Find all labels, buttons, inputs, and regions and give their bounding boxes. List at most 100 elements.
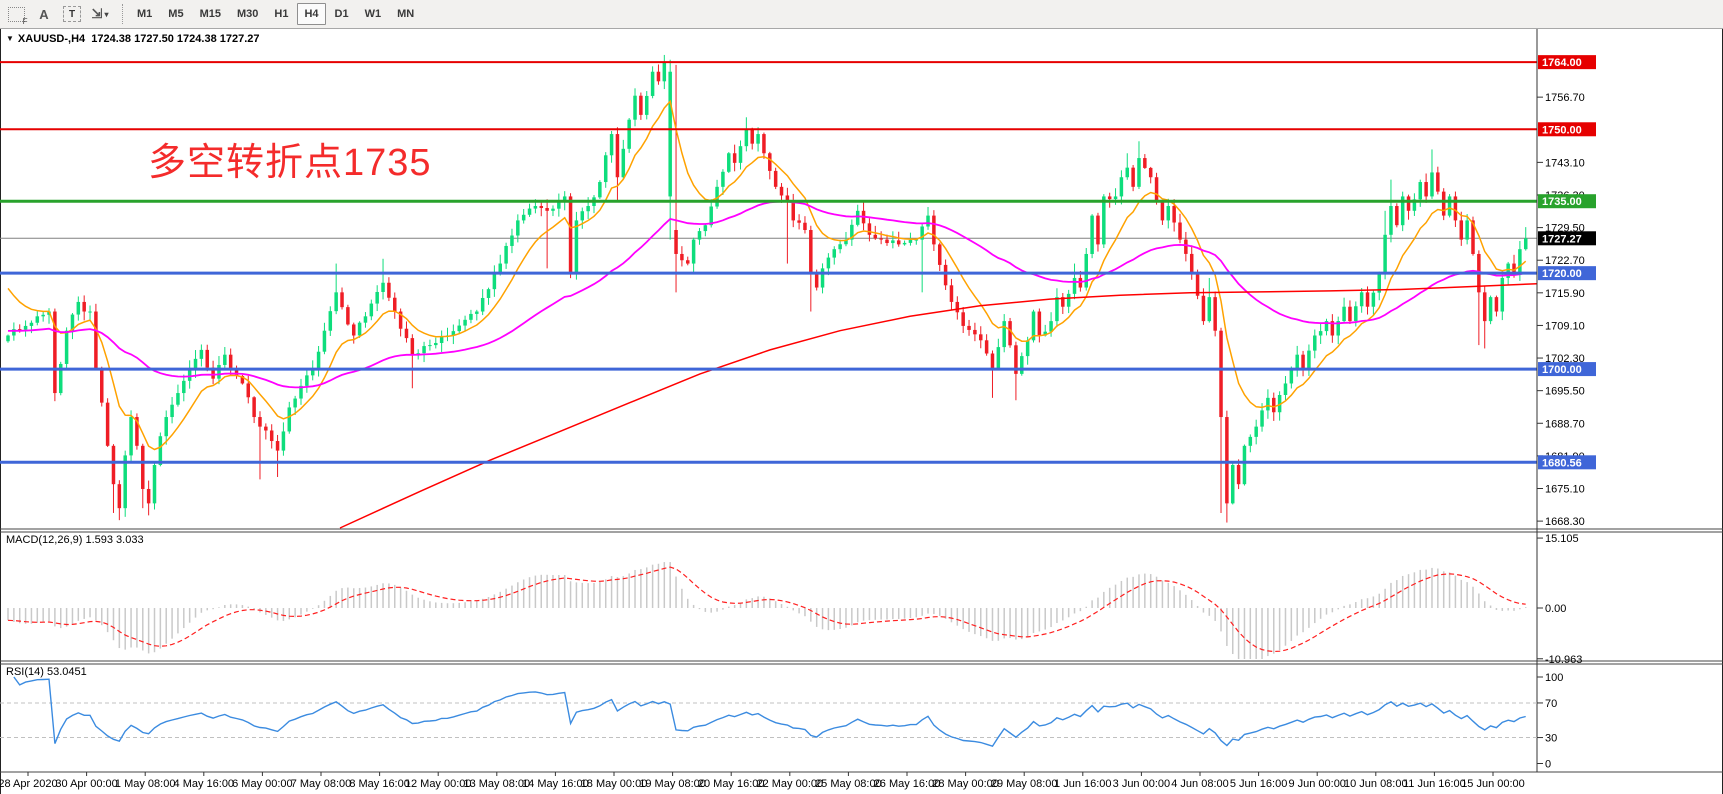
candle-body <box>82 301 86 312</box>
chevron-down-icon[interactable]: ▾ <box>104 9 109 19</box>
candle-body <box>1201 295 1206 322</box>
candle-body <box>240 375 245 384</box>
price-badge <box>1538 455 1596 470</box>
candle-body <box>1500 277 1505 312</box>
candle-body <box>1342 306 1346 322</box>
candle-body <box>1148 167 1153 178</box>
candle-body <box>814 273 819 288</box>
candle-body <box>41 314 45 317</box>
symbol-dropdown-icon[interactable]: ▼ <box>6 34 14 43</box>
candle-body <box>721 171 725 187</box>
macd-indicator-label: MACD(12,26,9) 1.593 3.033 <box>6 534 144 546</box>
candle-body <box>305 375 309 386</box>
candle-body <box>1055 297 1059 322</box>
time-tick-label: 7 May 08:00 <box>291 778 352 790</box>
candle-body <box>691 239 696 264</box>
candle-body <box>996 347 1001 370</box>
price-tick-label: 1722.70 <box>1545 255 1585 267</box>
candle-body <box>961 312 965 326</box>
candle-body <box>1330 321 1335 336</box>
candle-body <box>791 201 795 221</box>
timeframe-button-m1[interactable]: M1 <box>137 8 153 20</box>
candle-body <box>902 242 907 245</box>
candle-body <box>463 319 467 326</box>
candle-body <box>955 301 960 313</box>
timeframe-button-d1[interactable]: D1 <box>334 8 349 20</box>
rsi-tick-label: 100 <box>1545 672 1563 684</box>
candle-body <box>785 195 790 202</box>
candle-body <box>703 225 708 232</box>
candle-body <box>357 322 362 336</box>
time-tick-label: 25 May 08:00 <box>815 778 882 790</box>
price-badge <box>1538 55 1596 70</box>
candle-body <box>1453 196 1458 221</box>
candle-body <box>88 311 92 313</box>
rsi-indicator-label: RSI(14) 53.0451 <box>6 666 87 678</box>
candle-body <box>1248 436 1253 446</box>
candle-body <box>615 134 620 178</box>
candle-body <box>727 153 731 172</box>
text-box-icon[interactable]: T <box>60 3 84 25</box>
candle-body <box>310 369 315 376</box>
time-tick-label: 22 May 00:00 <box>756 778 823 790</box>
candle-body <box>158 436 163 465</box>
candle-body <box>1377 273 1381 293</box>
candle-body <box>1400 196 1405 226</box>
chart-annotation-text: 多空转折点1735 <box>148 142 432 184</box>
candle-body <box>234 369 239 376</box>
toolbar-separator <box>122 4 123 24</box>
candle-body <box>756 134 760 144</box>
timeframe-button-m30[interactable]: M30 <box>236 8 259 20</box>
rsi-line <box>13 676 1526 748</box>
candle-body <box>1406 196 1411 211</box>
candle-body <box>1225 417 1229 504</box>
text-box-glyph: T <box>63 6 81 22</box>
candle-body <box>1430 172 1434 197</box>
candle-body <box>1512 263 1516 274</box>
time-tick-label: 6 May 00:00 <box>232 778 293 790</box>
candle-body <box>1113 196 1118 200</box>
candle-body <box>1213 297 1217 331</box>
candle-body <box>709 206 713 226</box>
candle-body <box>1031 311 1036 341</box>
candle-body <box>1107 196 1112 200</box>
candle-body <box>299 385 303 399</box>
timeframe-button-h1[interactable]: H1 <box>274 8 289 20</box>
price-tick-label: 1688.70 <box>1545 418 1585 430</box>
candle-body <box>1307 350 1311 370</box>
candle-body <box>498 263 502 273</box>
chart-shift-icon[interactable]: F <box>4 3 28 26</box>
candle-body <box>697 231 702 240</box>
candle-body <box>990 353 995 370</box>
candle-body <box>838 244 842 250</box>
timeframe-button-mn[interactable]: MN <box>397 8 415 20</box>
candle-body <box>1482 292 1487 322</box>
candle-body <box>1143 158 1147 168</box>
timeframe-button-h4[interactable]: H4 <box>297 3 326 25</box>
candle-body <box>475 311 479 314</box>
timeframe-button-m5[interactable]: M5 <box>168 8 184 20</box>
candle-body <box>926 215 930 227</box>
candle-body <box>979 334 983 341</box>
timeframe-button-m15[interactable]: M15 <box>199 8 221 20</box>
price-tick-label: 1743.10 <box>1545 157 1585 169</box>
candle-body <box>281 431 286 451</box>
time-tick-label: 1 Jun 16:00 <box>1054 778 1112 790</box>
text-label-icon[interactable]: A <box>39 6 49 22</box>
arrow-tools-icon[interactable]: ⇲ ▾ <box>88 3 112 25</box>
rsi-tick-label: 0 <box>1545 759 1551 771</box>
timeframe-button-w1[interactable]: W1 <box>364 8 382 20</box>
time-tick-label: 5 Jun 16:00 <box>1230 778 1288 790</box>
time-tick-label: 11 Jun 16:00 <box>1403 778 1466 790</box>
candle-body <box>826 257 831 269</box>
candle-body <box>1336 321 1340 336</box>
time-tick-label: 4 Jun 08:00 <box>1171 778 1229 790</box>
candle-body <box>1131 167 1135 187</box>
candle-body <box>17 329 22 331</box>
time-tick-label: 30 Apr 00:00 <box>55 778 117 790</box>
candle-body <box>53 311 57 394</box>
chart-title: ▼ XAUUSD-,H4 1724.38 1727.50 1724.38 1727… <box>6 33 260 45</box>
candle-body <box>381 282 385 292</box>
candle-body <box>100 369 104 403</box>
